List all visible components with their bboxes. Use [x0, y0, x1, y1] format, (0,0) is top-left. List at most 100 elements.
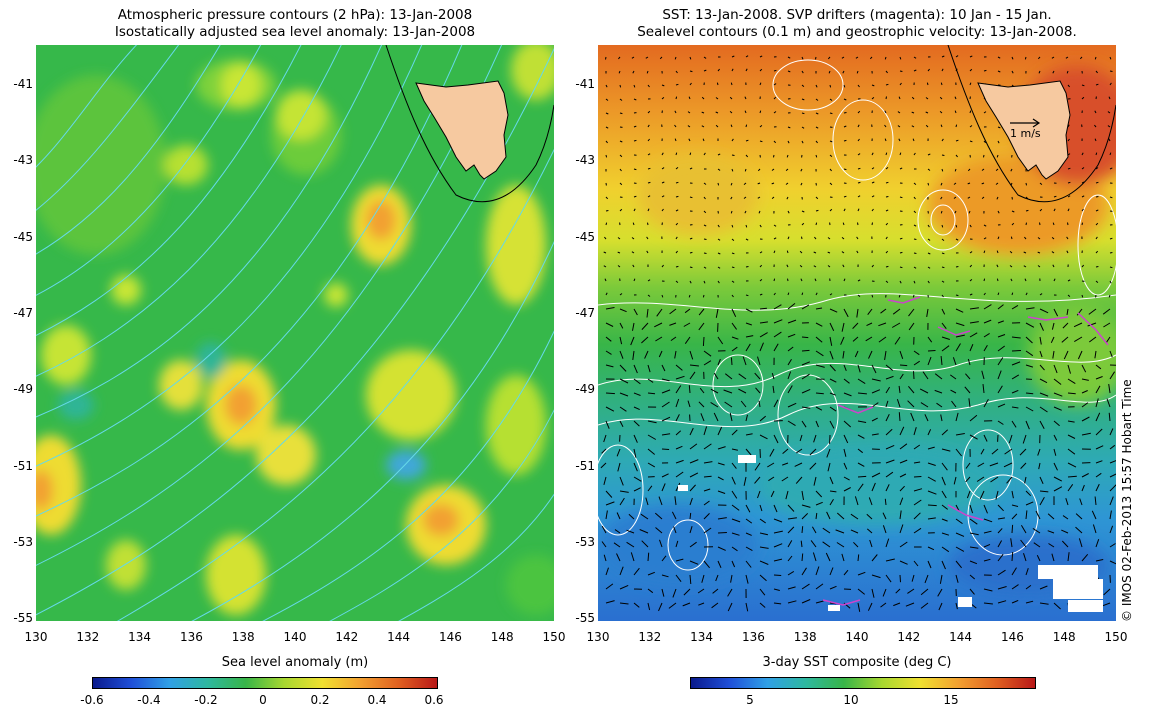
left-title-line2: Isostatically adjusted sea level anomaly…: [114, 24, 476, 40]
velocity-vector: [675, 558, 684, 562]
velocity-vector: [871, 167, 875, 170]
velocity-vector: [767, 462, 775, 468]
velocity-vector: [829, 490, 837, 493]
velocity-vector: [647, 279, 651, 282]
velocity-vector: [801, 126, 805, 129]
velocity-vector: [1061, 529, 1069, 534]
velocity-vector: [619, 293, 623, 296]
velocity-vector: [731, 266, 735, 269]
velocity-vector: [885, 196, 889, 198]
lat-tick-label: -45: [575, 229, 595, 244]
velocity-vector: [885, 236, 888, 240]
velocity-vector: [913, 527, 922, 534]
missing-data-patches: [678, 455, 1103, 612]
left-title-line1: Atmospheric pressure contours (2 hPa): 1…: [117, 7, 473, 23]
velocity-vector: [661, 84, 665, 87]
velocity-vector: [871, 84, 875, 87]
velocity-vector: [857, 279, 861, 282]
velocity-vector: [759, 68, 763, 72]
velocity-vector: [619, 140, 623, 143]
velocity-vector: [1109, 510, 1112, 520]
velocity-vector: [786, 154, 789, 158]
velocity-vector: [1078, 538, 1083, 548]
velocity-vector: [759, 504, 763, 512]
velocity-vector: [618, 70, 621, 74]
velocity-vector: [655, 336, 663, 342]
velocity-vector: [1109, 496, 1114, 506]
velocity-vector: [683, 322, 691, 327]
velocity-vector: [730, 82, 733, 86]
velocity-vector: [781, 476, 789, 482]
velocity-vector: [856, 236, 859, 240]
velocity-vector: [1067, 475, 1077, 478]
velocity-vector: [745, 139, 749, 142]
velocity-vector: [1094, 110, 1097, 114]
velocity-vector: [713, 412, 719, 422]
velocity-vector: [684, 308, 691, 314]
velocity-vector: [1025, 182, 1027, 186]
velocity-vector: [997, 540, 1003, 548]
velocity-vector: [689, 574, 692, 585]
velocity-vector: [941, 280, 945, 283]
velocity-vector: [745, 560, 752, 568]
velocity-vector: [647, 364, 651, 373]
velocity-vector: [759, 293, 763, 296]
velocity-vector: [835, 529, 845, 534]
velocity-vector: [619, 566, 624, 576]
velocity-vector: [1011, 210, 1015, 213]
velocity-vector: [1011, 292, 1014, 296]
velocity-vector: [731, 532, 740, 536]
velocity-vector: [1095, 70, 1098, 74]
velocity-vector: [1107, 125, 1111, 128]
velocity-vector: [759, 82, 762, 86]
velocity-vector: [717, 560, 722, 569]
velocity-vector: [1081, 84, 1085, 87]
velocity-vector: [899, 196, 903, 199]
velocity-vector: [633, 567, 640, 576]
velocity-vector: [794, 462, 803, 467]
velocity-vector: [815, 154, 818, 158]
velocity-vector: [825, 552, 831, 562]
velocity-vector: [940, 124, 943, 128]
velocity-vector: [815, 98, 819, 101]
velocity-vector: [815, 392, 824, 395]
velocity-vector: [619, 420, 624, 428]
velocity-vector: [941, 238, 945, 241]
velocity-vector: [826, 511, 831, 520]
velocity-vector: [1075, 513, 1083, 520]
velocity-vector: [885, 538, 890, 548]
velocity-vector: [1109, 473, 1116, 478]
velocity-vector: [843, 569, 849, 576]
velocity-vector: [814, 236, 817, 240]
velocity-vector: [969, 560, 978, 565]
colorbar-tick-label: -0.6: [80, 693, 104, 707]
velocity-vector: [632, 222, 635, 226]
imos-credit: © IMOS 02-Feb-2013 15:57 Hobart Time: [1120, 379, 1134, 622]
velocity-vector: [754, 476, 761, 484]
velocity-vector: [711, 602, 719, 609]
velocity-vector: [1051, 237, 1055, 240]
velocity-vector: [908, 308, 915, 317]
velocity-vector: [1011, 420, 1017, 428]
velocity-vector: [1025, 350, 1034, 357]
velocity-vector: [885, 558, 895, 562]
velocity-vector: [880, 602, 887, 608]
velocity-vector: [801, 210, 805, 213]
velocity-vector: [885, 167, 889, 170]
velocity-vector: [1067, 181, 1071, 184]
velocity-vector: [843, 448, 847, 457]
velocity-vector: [731, 322, 738, 330]
velocity-vector: [843, 278, 846, 282]
lon-tick-label: 136: [741, 630, 765, 644]
velocity-vector: [646, 236, 649, 240]
velocity-vector: [605, 112, 609, 115]
velocity-vector: [983, 250, 986, 254]
velocity-vector: [829, 182, 833, 186]
velocity-vector: [801, 567, 807, 576]
velocity-vector: [954, 168, 957, 172]
velocity-vector: [787, 126, 791, 129]
velocity-vector: [913, 444, 921, 450]
velocity-vector: [1095, 472, 1102, 478]
velocity-vector: [1095, 280, 1099, 283]
velocity-vector: [926, 82, 929, 86]
